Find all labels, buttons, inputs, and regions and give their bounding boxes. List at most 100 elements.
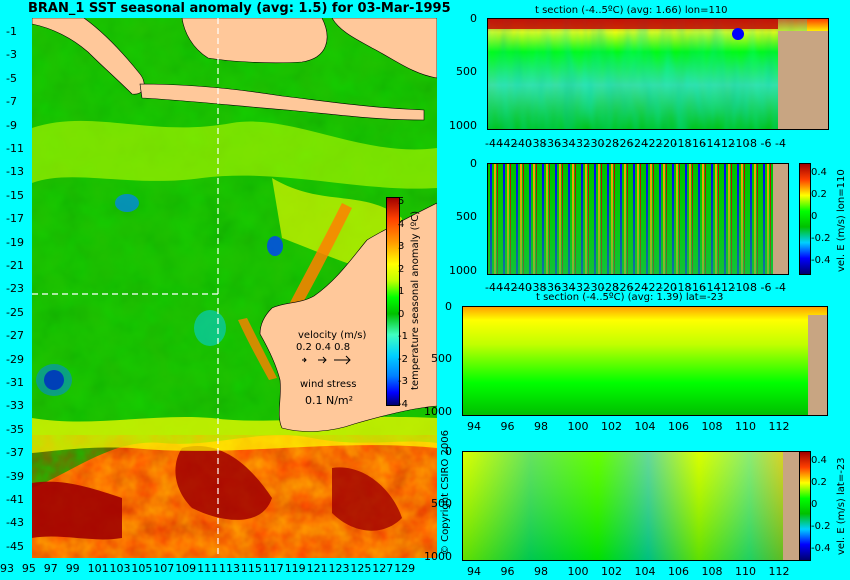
sst-map	[32, 18, 437, 558]
vel-colorbar-tick: 0.2	[811, 189, 827, 200]
section-lon-tick: 102	[601, 420, 622, 433]
map-colorbar-tick: 5	[398, 196, 405, 207]
section-lat-tick: -22	[644, 281, 663, 294]
section-lon-tick: 108	[701, 420, 723, 433]
section-lat-tick: -18	[673, 137, 692, 150]
section-lat-tick: -30	[586, 281, 605, 294]
section-lat-tick: -18	[673, 281, 692, 294]
vel-section-lon110	[487, 163, 789, 275]
section-lat-tick: -8	[746, 281, 757, 294]
section-lon-tick: 106	[668, 420, 689, 433]
vel-colorbar-1	[799, 163, 811, 275]
section-lat-tick: -28	[601, 281, 619, 294]
section-lat-tick: -4	[775, 137, 786, 150]
map-colorbar-tick: -4	[398, 398, 408, 410]
section-lat-tick: -34	[557, 281, 576, 294]
map-colorbar-tick: -2	[398, 353, 408, 365]
section-depth-tick: 1000	[449, 263, 477, 277]
map-lat-tick: -33	[6, 399, 24, 413]
section-lat-tick: -28	[601, 137, 619, 150]
map-lat-tick: -27	[6, 329, 24, 343]
map-lat-tick: -21	[6, 259, 24, 272]
map-lon-tick: 99	[65, 562, 80, 575]
section-lat-tick: -16	[688, 281, 706, 294]
section-lat-tick: -12	[717, 137, 735, 150]
map-lon-tick: 119	[284, 562, 306, 575]
section3-title: t section (-4..5ºC) (avg: 1.39) lat=-23	[536, 292, 724, 303]
vel-colorbar-tick: 0	[811, 211, 818, 222]
section-lon-tick: 104	[634, 420, 656, 433]
map-lat-tick: -11	[6, 142, 24, 155]
section-lat-tick: -40	[514, 137, 532, 150]
map-lat-tick: -31	[6, 376, 24, 389]
vel-label-lon: vel. E (m/s) lon=110	[836, 169, 847, 272]
map-lat-tick: -9	[6, 118, 17, 132]
map-lon-tick: 107	[153, 562, 175, 575]
section-lat-tick: -38	[528, 137, 547, 150]
section-lat-tick: -26	[615, 137, 634, 150]
section-lat-tick: -14	[702, 137, 721, 150]
section-lon-tick: 110	[735, 420, 756, 433]
map-colorbar-tick: 2	[398, 263, 405, 275]
section-lat-tick: -10	[731, 281, 750, 294]
section-lon-tick: 96	[500, 420, 515, 433]
section-lat-tick: -36	[543, 281, 561, 294]
map-lat-tick: -3	[6, 48, 17, 62]
section-lat-tick: -42	[499, 281, 518, 294]
map-lat-tick: -5	[6, 71, 17, 85]
map-lat-tick: -43	[6, 516, 24, 530]
map-lon-tick: 127	[372, 562, 394, 575]
map-lon-tick: 105	[131, 562, 153, 575]
vel-colorbar-tick: 0.4	[811, 455, 827, 466]
map-lat-tick: -29	[6, 352, 24, 366]
map-lon-tick: 101	[87, 562, 109, 575]
temp-section-lat23	[462, 306, 828, 416]
section-lon-tick: 112	[768, 420, 790, 433]
section-lat-tick: -22	[644, 137, 663, 150]
map-colorbar-tick: 4	[398, 218, 405, 230]
map-colorbar	[386, 197, 400, 406]
section-lat-tick: -6	[760, 281, 772, 294]
map-lat-tick: -23	[6, 282, 24, 296]
map-lon-tick: 115	[240, 562, 262, 575]
section-depth-tick: 500	[431, 352, 452, 366]
section-depth-tick: 0	[470, 157, 477, 170]
section-lon-tick: 106	[668, 565, 689, 578]
section-lat-tick: -8	[746, 137, 757, 150]
map-title: BRAN_1 SST seasonal anomaly (avg: 1.5) f…	[28, 1, 451, 16]
vel-colorbar-tick: 0.2	[811, 477, 827, 488]
map-colorbar-tick: -3	[398, 376, 408, 387]
section-lat-tick: -32	[572, 137, 590, 150]
section-depth-tick: 500	[456, 65, 477, 79]
vel-section-lat23	[462, 451, 801, 561]
temp-section-lon110	[487, 18, 829, 130]
section-lat-tick: -30	[586, 137, 605, 150]
map-colorbar-tick: 3	[398, 241, 405, 252]
section-lat-tick: -26	[615, 281, 634, 294]
vel-colorbar-tick: -0.2	[811, 233, 831, 244]
map-lat-tick: -39	[6, 469, 24, 483]
vel-label-lat: vel. E (m/s) lat=-23	[836, 457, 847, 555]
map-colorbar-label: temperature seasonal anomaly (ºC)	[410, 210, 421, 390]
map-lon-tick: 97	[43, 562, 58, 575]
section-lon-tick: 94	[467, 420, 481, 433]
section-lon-tick: 94	[467, 565, 481, 578]
section-lat-tick: -4	[775, 281, 786, 294]
map-lon-tick: 93	[0, 562, 14, 575]
section-lat-tick: -16	[688, 137, 706, 150]
section-lat-tick: -34	[557, 137, 576, 150]
section-lat-tick: -44	[485, 137, 503, 150]
section-lon-tick: 104	[634, 565, 656, 578]
section-lon-tick: 100	[567, 565, 589, 578]
section-lon-tick: 96	[500, 565, 515, 578]
map-colorbar-tick: 0	[398, 308, 405, 320]
wind-legend-value: 0.1 N/m²	[305, 394, 354, 407]
section-lon-tick: 100	[567, 420, 589, 433]
section-lat-tick: -40	[514, 281, 532, 294]
map-colorbar-tick: -1	[398, 331, 408, 342]
map-lat-tick: -7	[6, 95, 17, 109]
map-lat-tick: -25	[6, 305, 24, 319]
map-colorbar-tick: 1	[398, 286, 405, 297]
section-lat-tick: -44	[485, 281, 503, 294]
map-lon-tick: 113	[219, 562, 240, 575]
